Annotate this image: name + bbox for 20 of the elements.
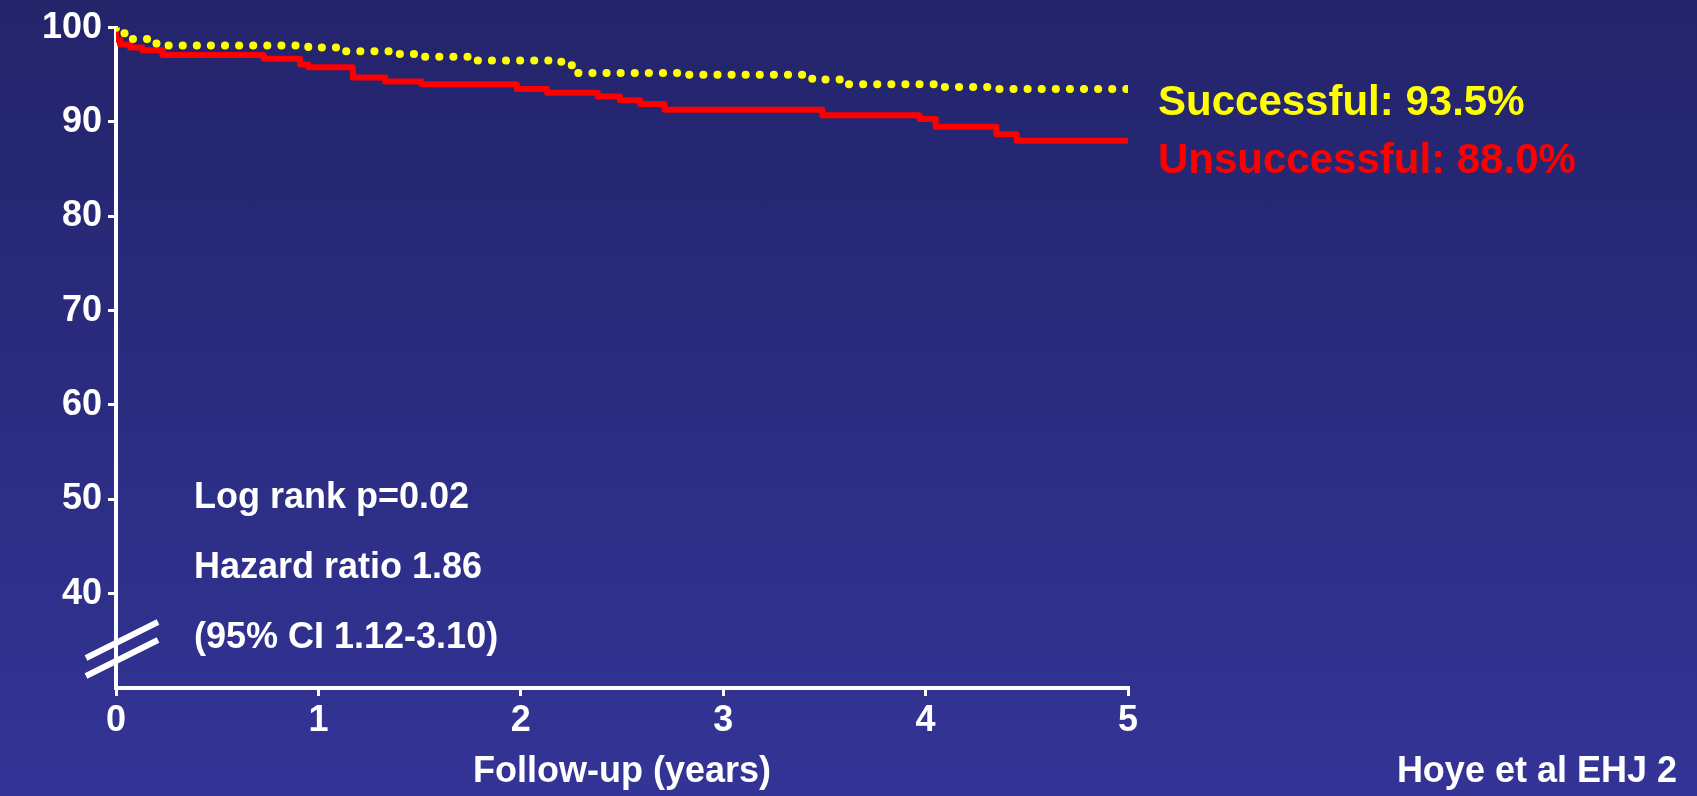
annotation: (95% CI 1.12-3.10) [194, 614, 499, 656]
x-tick-label: 0 [105, 697, 127, 739]
x-tick-label: 3 [713, 697, 734, 739]
text: Hoye et al EHJ 2 [1396, 748, 1677, 790]
y-tick-label: 100 [41, 4, 102, 46]
y-tick-label: 90 [61, 98, 102, 140]
x-tick-label: 2 [510, 697, 531, 739]
x-tick-label: 1 [308, 697, 329, 739]
y-tick-label: 80 [61, 193, 102, 235]
annotation: Hazard ratio 1.86 [194, 544, 483, 586]
y-tick-label: 40 [61, 570, 102, 612]
series-label: Successful: 93.5% [1158, 76, 1525, 124]
y-tick-label: 70 [61, 287, 102, 329]
annotation: Log rank p=0.02 [194, 474, 470, 516]
series-label: Unsuccessful: 88.0% [1158, 134, 1576, 182]
y-tick-label: 60 [61, 381, 102, 423]
x-axis-title: Follow-up (years) [472, 749, 772, 791]
x-tick-label: 5 [1117, 697, 1139, 739]
x-tick-label: 4 [915, 697, 936, 739]
y-tick-label: 50 [61, 476, 102, 518]
